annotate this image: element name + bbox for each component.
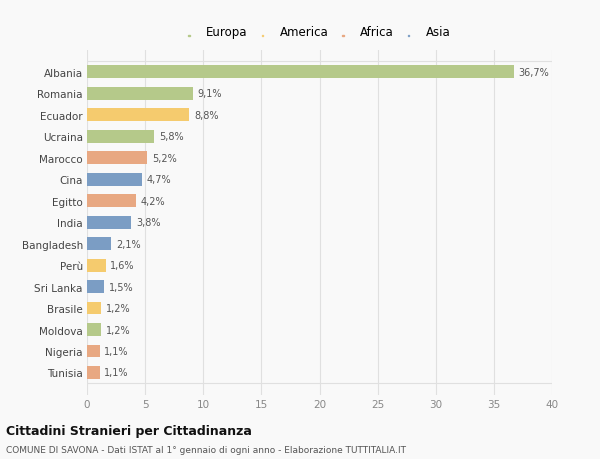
Text: 3,8%: 3,8% bbox=[136, 218, 160, 228]
Text: COMUNE DI SAVONA - Dati ISTAT al 1° gennaio di ogni anno - Elaborazione TUTTITAL: COMUNE DI SAVONA - Dati ISTAT al 1° genn… bbox=[6, 445, 406, 454]
Bar bbox=[87, 345, 100, 358]
Text: 4,2%: 4,2% bbox=[140, 196, 165, 206]
Bar bbox=[87, 302, 101, 315]
Bar bbox=[87, 174, 142, 186]
Bar bbox=[87, 109, 190, 122]
Bar bbox=[87, 280, 104, 293]
Text: 5,2%: 5,2% bbox=[152, 153, 177, 163]
Text: 1,5%: 1,5% bbox=[109, 282, 134, 292]
Text: 36,7%: 36,7% bbox=[518, 67, 549, 78]
Text: 1,2%: 1,2% bbox=[106, 325, 130, 335]
Text: 1,1%: 1,1% bbox=[104, 368, 129, 378]
Text: 9,1%: 9,1% bbox=[197, 89, 222, 99]
Bar bbox=[87, 152, 148, 165]
Bar bbox=[87, 130, 154, 143]
Bar bbox=[87, 88, 193, 101]
Text: 1,2%: 1,2% bbox=[106, 303, 130, 313]
Bar bbox=[87, 323, 101, 336]
Text: 8,8%: 8,8% bbox=[194, 111, 218, 120]
Text: Cittadini Stranieri per Cittadinanza: Cittadini Stranieri per Cittadinanza bbox=[6, 425, 252, 437]
Legend: Europa, America, Africa, Asia: Europa, America, Africa, Asia bbox=[185, 22, 454, 42]
Bar bbox=[87, 66, 514, 79]
Bar bbox=[87, 216, 131, 229]
Bar bbox=[87, 366, 100, 379]
Text: 4,7%: 4,7% bbox=[146, 175, 171, 185]
Text: 1,6%: 1,6% bbox=[110, 261, 135, 270]
Bar bbox=[87, 238, 112, 251]
Bar bbox=[87, 195, 136, 207]
Text: 1,1%: 1,1% bbox=[104, 346, 129, 356]
Text: 2,1%: 2,1% bbox=[116, 239, 140, 249]
Bar bbox=[87, 259, 106, 272]
Text: 5,8%: 5,8% bbox=[159, 132, 184, 142]
